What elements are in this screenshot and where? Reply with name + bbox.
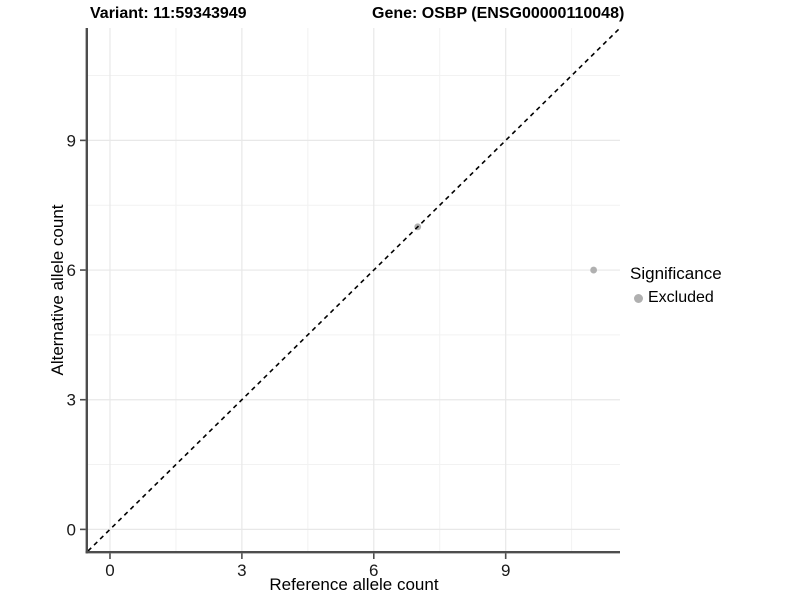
x-tick-label: 3 — [237, 561, 246, 580]
x-tick-label: 9 — [501, 561, 510, 580]
y-tick-label: 0 — [67, 520, 76, 539]
gene-title: Gene: OSBP (ENSG00000110048) — [372, 5, 625, 22]
legend-item-excluded: Excluded — [634, 289, 722, 307]
x-axis-title: Reference allele count — [269, 575, 439, 594]
x-tick-label: 0 — [105, 561, 114, 580]
excluded-point-icon — [634, 293, 643, 303]
y-tick-label: 9 — [67, 131, 76, 150]
y-tick-label: 3 — [67, 391, 76, 410]
legend-title: Significance — [630, 264, 722, 283]
y-tick-label: 6 — [67, 261, 76, 280]
legend-item-label: Excluded — [648, 289, 714, 306]
variant-title: Variant: 11:59343949 — [90, 5, 247, 22]
identity-reference-line — [87, 27, 621, 552]
data-point — [590, 266, 598, 274]
y-axis-title: Alternative allele count — [48, 204, 67, 376]
legend: Significance Excluded — [630, 264, 722, 307]
x-tick-label: 6 — [369, 561, 378, 580]
